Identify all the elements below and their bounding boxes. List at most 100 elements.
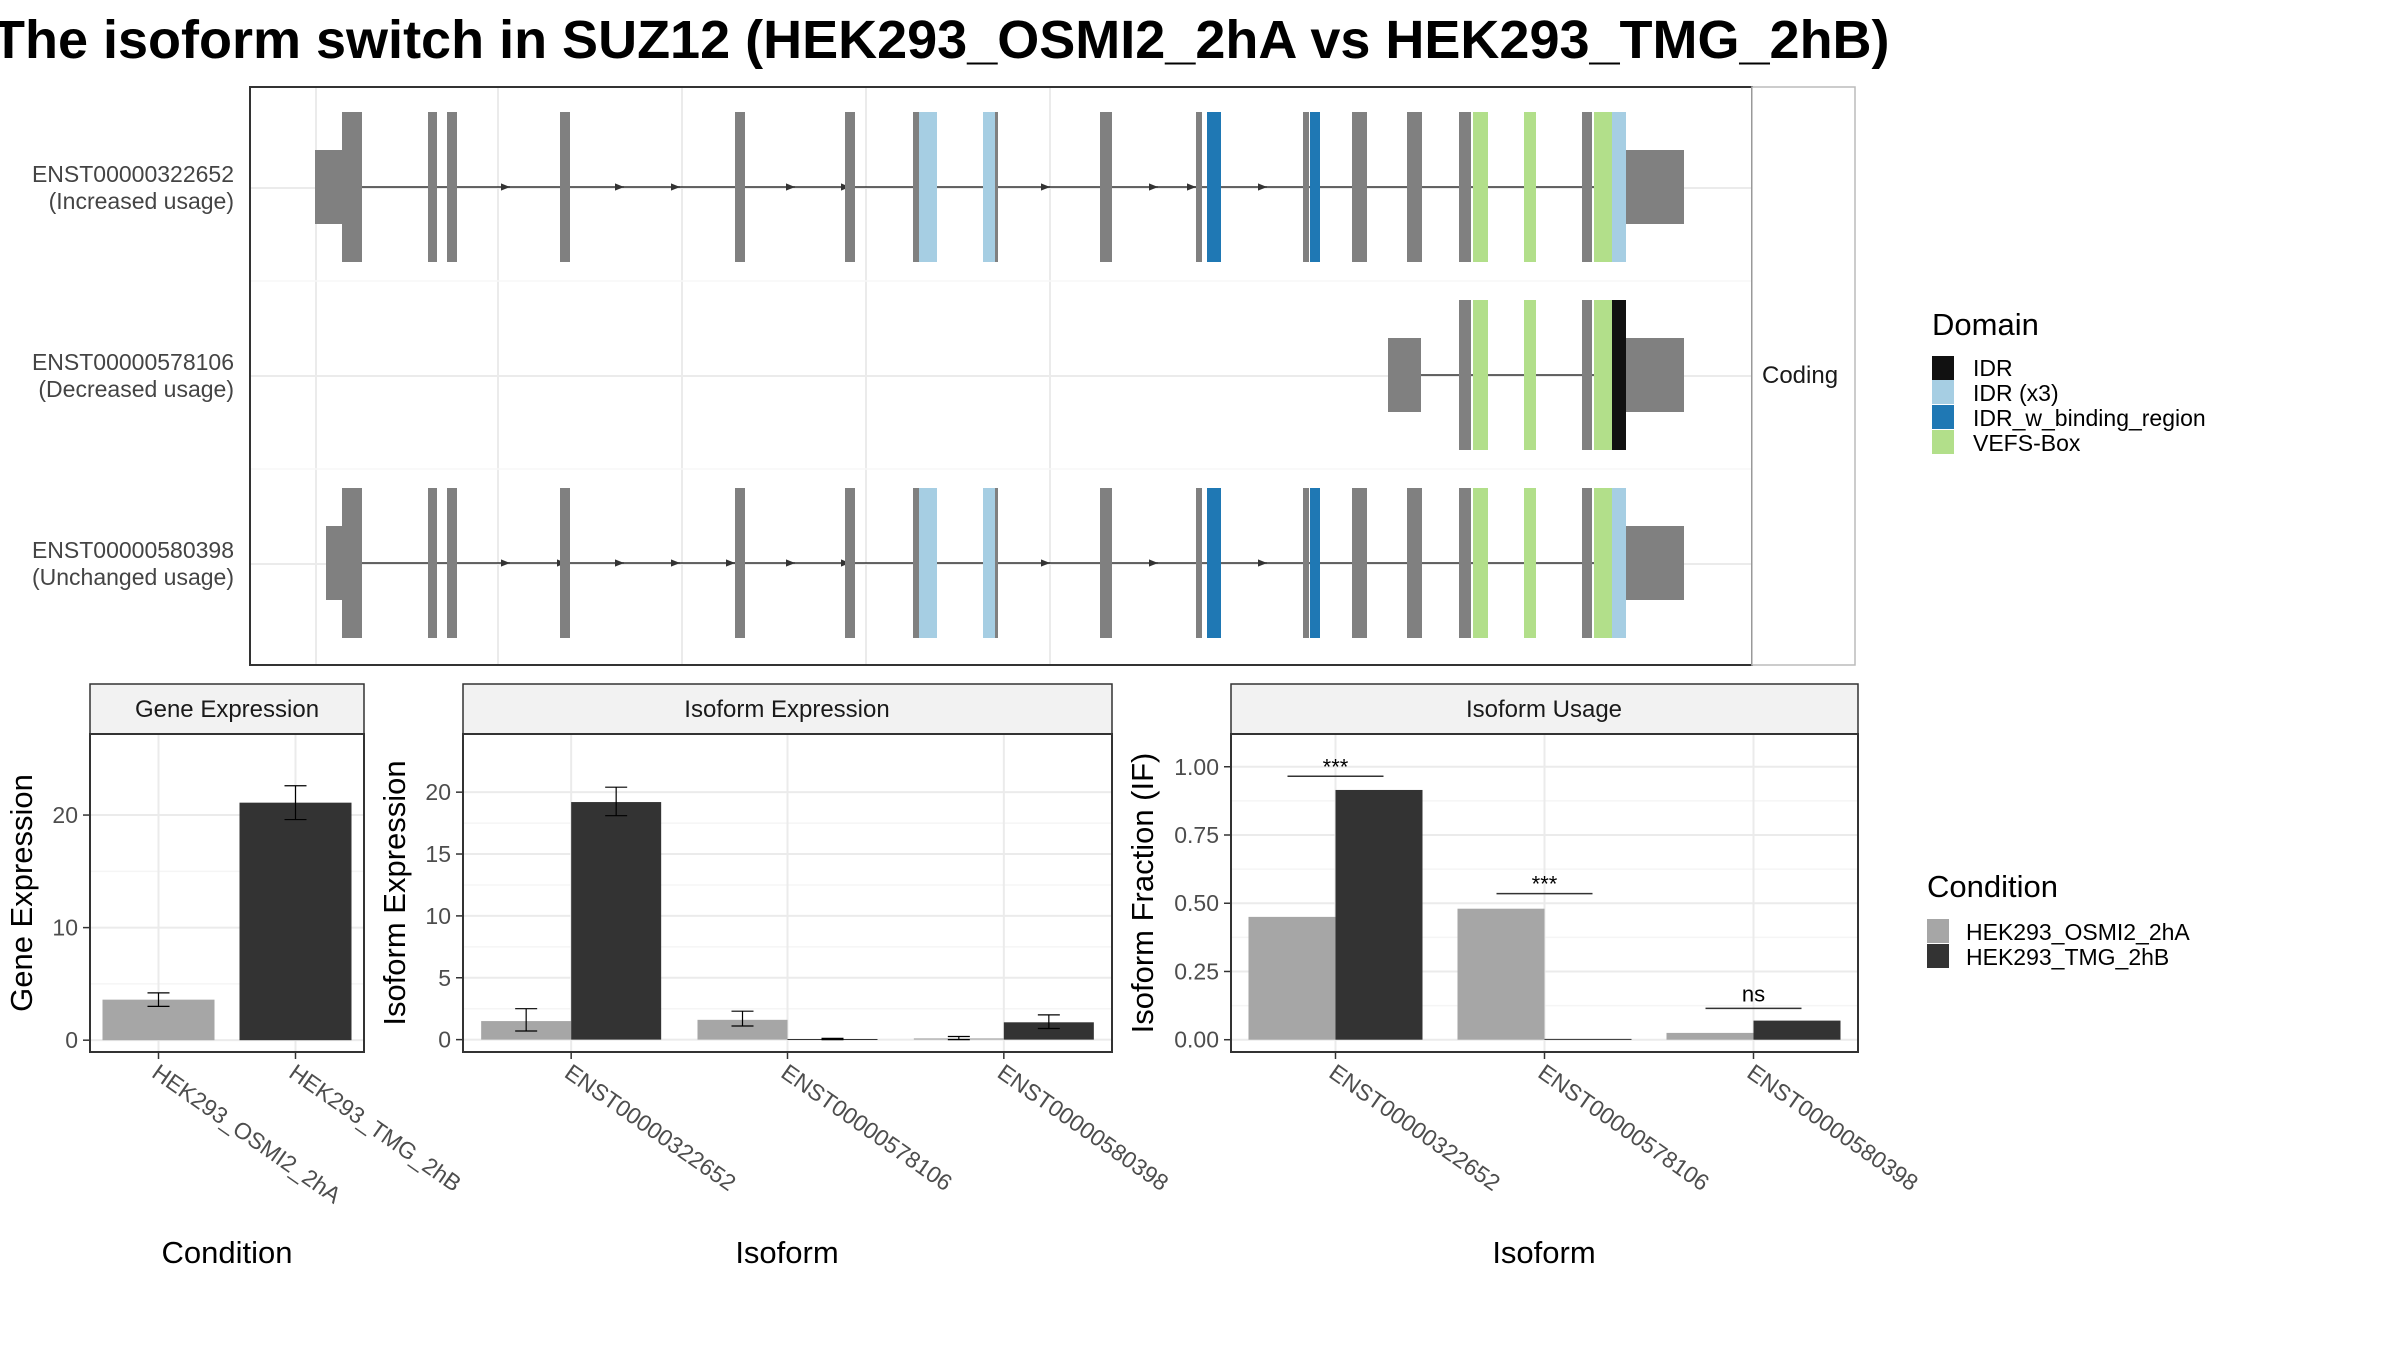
legend-swatch-vefs [1932,430,1954,454]
isoform-expression-xlabel: Isoform [735,1235,838,1270]
exon [1352,488,1367,638]
legend-label-tmg: HEK293_TMG_2hB [1966,944,2169,970]
transcript-usage-1: (Increased usage) [49,188,234,214]
legend-swatch-osmi [1927,919,1949,943]
structure-rows [315,112,1684,638]
y-tick-label: 10 [425,903,451,929]
utr5 [1388,338,1421,412]
y-tick-label: 0.25 [1174,958,1219,984]
exon [428,112,437,262]
gene-expression-strip-title: Gene Expression [135,696,319,723]
domain-x3 [919,112,937,262]
exon [447,488,457,638]
isoform-usage-ylabel: Isoform Fraction (IF) [1125,753,1160,1034]
condition-legend-title: Condition [1927,869,2058,904]
domain-vefs [1524,112,1536,262]
bar-ENST00000578106-HEK293_TMG_2hB [1544,1038,1632,1040]
chart-title: The isoform switch in SUZ12 (HEK293_OSMI… [0,10,1890,70]
isoform-expression-panel: Isoform Expression 0 5 10 15 20 ENST000003226… [377,683,1173,1270]
y-tick-label: 15 [425,841,451,867]
domain-legend-title: Domain [1932,307,2039,342]
isoform-usage-panel: Isoform Usage 0.00 0.25 0.50 0.75 1.00 *** ***… [1125,683,1923,1270]
legend-label-vefs: VEFS-Box [1973,430,2081,456]
condition-legend: Condition HEK293_OSMI2_2hA HEK293_TMG_2h… [1927,869,2190,970]
isoform-expression-ylabel: Isoform Expression [377,760,412,1025]
legend-swatch-idr-x3 [1932,380,1954,404]
y-tick-label: 0.00 [1174,1027,1219,1053]
exon [1196,112,1202,262]
domain-x3 [983,112,995,262]
transcript-2 [1388,300,1684,450]
exon [1459,300,1471,450]
gene-expression-ylabel: Gene Expression [4,774,39,1012]
legend-swatch-tmg [1927,944,1949,968]
transcript-usage-3: (Unchanged usage) [32,564,234,590]
exon [1352,112,1367,262]
exon [428,488,437,638]
exon [735,112,745,262]
transcript-3 [326,488,1684,638]
utr3 [1622,150,1684,224]
x-tick-label: ENST00000578106 [777,1059,957,1196]
bar-ENST00000322652-HEK293_OSMI2_2hA [1248,916,1336,1040]
y-tick-label: 0.50 [1174,890,1219,916]
transcript-usage-2: (Decreased usage) [38,376,234,402]
x-tick-label: ENST00000578106 [1534,1059,1714,1196]
gene-expression-xlabel: Condition [162,1235,293,1270]
isoform-expression-strip-title: Isoform Expression [684,696,889,723]
exon [845,488,855,638]
y-tick-label: 20 [52,802,78,828]
transcript-label-1: ENST00000322652 [32,161,234,187]
domain-x3 [919,488,937,638]
bar-ENST00000578106-HEK293_OSMI2_2hA [1457,908,1545,1040]
bar-HEK293_TMG_2hB [239,802,352,1041]
domain-x3 [1612,112,1626,262]
y-tick-label: 5 [438,965,451,991]
domain-vefs [1524,300,1536,450]
y-tick-label: 0 [65,1027,78,1053]
bar-ENST00000322652-HEK293_TMG_2hB [571,802,662,1040]
y-tick-label: 10 [52,915,78,941]
significance-label: ns [1742,981,1765,1006]
exon [342,488,362,638]
significance-label: *** [1323,754,1349,779]
exon [1459,112,1471,262]
exon [1196,488,1202,638]
x-tick-label: ENST00000580398 [1743,1059,1923,1196]
legend-swatch-idr [1932,356,1954,380]
domain-vefs [1594,112,1612,262]
transcript-1 [315,112,1684,262]
exon [1407,112,1422,262]
exon [1582,488,1592,638]
exon [560,112,570,262]
isoform-usage-strip-title: Isoform Usage [1466,696,1622,723]
domain-vefs [1473,112,1488,262]
significance-label: *** [1532,872,1558,897]
legend-label-osmi: HEK293_OSMI2_2hA [1966,919,2190,945]
legend-label-idr-x3: IDR (x3) [1973,380,2059,406]
utr5 [315,150,345,224]
transcript-label-3: ENST00000580398 [32,537,234,563]
bar-ENST00000322652-HEK293_TMG_2hB [1335,789,1423,1040]
structure-panel: Coding ENST00000322652 (Increased usage)… [32,86,1856,666]
exon [1459,488,1471,638]
exon [447,112,457,262]
coding-strip [1751,86,1856,666]
domain-vefs [1594,488,1612,638]
exon [1407,488,1422,638]
y-tick-label: 0.75 [1174,822,1219,848]
transcript-label-2: ENST00000578106 [32,349,234,375]
legend-swatch-idr-binding [1932,405,1954,429]
isoform-usage-strip [1230,683,1859,735]
exon [342,112,362,262]
legend-label-idr: IDR [1973,355,2013,381]
domain-bind [1310,488,1320,638]
x-tick-label: ENST00000322652 [560,1059,740,1196]
domain-x3 [983,488,995,638]
y-tick-label: 0 [438,1027,451,1053]
exon [845,112,855,262]
domain-vefs [1594,300,1612,450]
utr3 [1622,338,1684,412]
exon [913,112,919,262]
